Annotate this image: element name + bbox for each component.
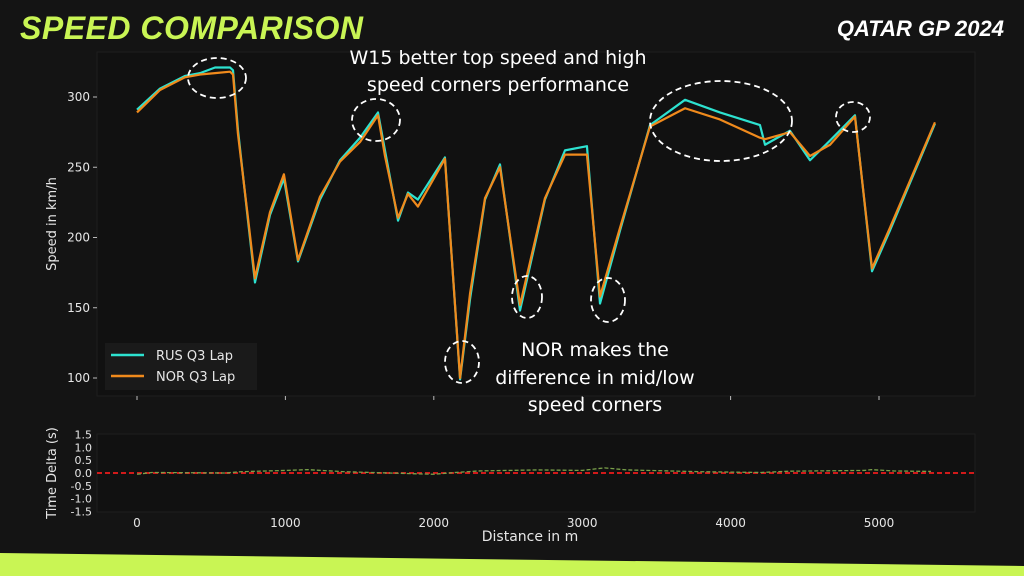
y-tick-label: 250 xyxy=(67,160,90,174)
legend: RUS Q3 Lap NOR Q3 Lap xyxy=(105,343,257,390)
x-tick-label: 1000 xyxy=(270,516,301,530)
delta-y-tick-label: 1.0 xyxy=(75,441,93,454)
x-tick-label: 5000 xyxy=(864,516,895,530)
annotation-text: difference in mid/low xyxy=(495,367,694,389)
highlight-circle xyxy=(835,101,871,133)
highlight-circle xyxy=(444,340,480,384)
series-line-nor xyxy=(136,70,936,380)
delta-y-tick-label: -1.0 xyxy=(71,493,92,506)
delta-y-label: Time Delta (s) xyxy=(45,427,60,520)
highlight-circle xyxy=(351,98,401,142)
event-title: QATAR GP 2024 xyxy=(836,16,1004,41)
highlight-circle xyxy=(187,57,247,99)
delta-y-tick-label: -0.5 xyxy=(71,480,92,493)
annotation-text: NOR makes the xyxy=(521,339,669,361)
delta-y-ticks: 1.51.00.50.0-0.5-1.0-1.5 xyxy=(71,428,92,518)
highlight-circle xyxy=(590,277,626,323)
speed-y-label: Speed in km/h xyxy=(45,177,60,271)
delta-series xyxy=(97,467,975,475)
page-title: SPEED COMPARISON xyxy=(20,10,364,46)
accent-band xyxy=(0,553,1024,576)
y-tick-label: 100 xyxy=(67,371,90,385)
x-tick-label: 3000 xyxy=(567,516,598,530)
annotation-bottom: NOR makes the difference in mid/low spee… xyxy=(495,339,694,416)
legend-label-rus: RUS Q3 Lap xyxy=(156,349,233,364)
x-tick-label: 4000 xyxy=(715,516,746,530)
speed-y-ticks: 100 150 200 250 300 xyxy=(67,90,97,385)
x-tick-label: 0 xyxy=(133,516,141,530)
legend-box xyxy=(105,343,257,390)
y-tick-label: 150 xyxy=(67,301,90,315)
delta-y-tick-label: -1.5 xyxy=(71,506,92,519)
speed-plot-area xyxy=(96,51,976,397)
delta-y-tick-label: 1.5 xyxy=(75,428,93,441)
highlight-circle xyxy=(511,275,543,319)
annotation-top: W15 better top speed and high speed corn… xyxy=(349,47,646,96)
x-axis-label: Distance in m xyxy=(482,529,579,545)
highlight-circle xyxy=(649,80,793,162)
x-ticks: 0 1000 2000 3000 4000 5000 xyxy=(133,396,894,530)
speed-series xyxy=(136,66,936,381)
annotation-text: W15 better top speed and high xyxy=(349,47,646,69)
annotation-text: speed corners xyxy=(528,394,662,416)
highlight-circles xyxy=(187,57,871,384)
legend-label-nor: NOR Q3 Lap xyxy=(156,370,235,385)
x-tick-label: 2000 xyxy=(419,516,450,530)
delta-line xyxy=(136,467,931,475)
delta-y-tick-label: 0.5 xyxy=(75,454,93,467)
y-tick-label: 200 xyxy=(67,231,90,245)
annotation-text: speed corners performance xyxy=(367,74,629,96)
y-tick-label: 300 xyxy=(67,90,90,104)
delta-y-tick-label: 0.0 xyxy=(75,467,93,480)
